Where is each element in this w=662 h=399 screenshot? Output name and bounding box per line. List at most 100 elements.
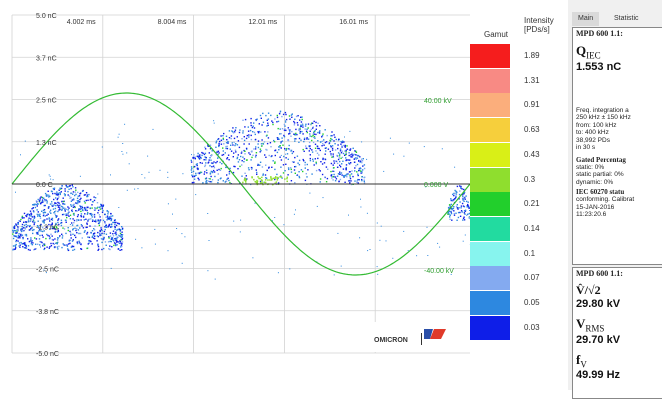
pd-point (295, 138, 296, 139)
pd-point (280, 111, 281, 112)
pd-point (455, 191, 456, 192)
pd-point (340, 144, 341, 145)
pd-point (284, 130, 285, 131)
pd-point (215, 162, 216, 163)
pd-point (199, 173, 200, 174)
pd-point (16, 232, 17, 233)
pd-point (72, 234, 73, 235)
legend-swatch (470, 291, 510, 315)
legend-swatch (470, 192, 510, 216)
pd-point (256, 119, 257, 120)
pd-point (205, 153, 206, 154)
pd-point (100, 234, 101, 235)
pd-point (355, 154, 356, 155)
pd-point (243, 143, 244, 144)
pd-point (265, 174, 266, 175)
pd-point (456, 206, 457, 207)
pd-point (44, 248, 45, 249)
pd-point (55, 214, 56, 215)
pd-point (18, 233, 19, 234)
pd-point (221, 140, 222, 141)
pd-point (29, 250, 30, 251)
pd-point (377, 266, 378, 267)
pd-point (104, 231, 105, 232)
info-line: static partial: 0% (573, 171, 662, 179)
pd-point (332, 176, 333, 177)
pd-point (306, 176, 307, 177)
pd-point (14, 226, 15, 227)
pd-point (77, 243, 78, 244)
pd-point (115, 234, 116, 235)
pd-point (277, 177, 279, 179)
pd-point (329, 140, 330, 141)
pd-point (81, 213, 82, 214)
pd-point (197, 168, 198, 169)
pd-point (295, 134, 296, 135)
pd-point (403, 231, 404, 232)
pd-point (71, 201, 72, 202)
pd-point (291, 180, 292, 181)
pd-point (75, 187, 76, 188)
pd-point (57, 231, 58, 232)
pd-point (78, 208, 79, 209)
pd-point (354, 159, 355, 160)
pd-point (268, 137, 269, 138)
pd-point (53, 199, 54, 200)
pd-point (330, 135, 331, 136)
pd-point (337, 163, 338, 164)
pd-point (237, 136, 238, 137)
v-peak-label: V̂/√2 (573, 283, 662, 298)
legend-entry: 0.21 (470, 192, 565, 216)
pd-point (450, 211, 451, 212)
pd-point (255, 148, 256, 149)
pd-point (311, 140, 312, 141)
pd-point (333, 153, 334, 154)
pd-point (331, 177, 332, 178)
pd-point (20, 235, 21, 236)
pd-point (364, 168, 365, 169)
pd-point (337, 176, 338, 177)
tab-main[interactable]: Main (572, 12, 599, 26)
tab-statistic[interactable]: Statistic (608, 12, 645, 26)
pd-point (26, 221, 27, 222)
pd-point (301, 116, 302, 117)
pd-point (191, 175, 192, 176)
pd-point (61, 191, 62, 192)
pd-point (351, 173, 352, 174)
pd-point (25, 245, 26, 246)
pd-point (97, 212, 98, 213)
pd-point (327, 178, 328, 179)
pd-point (75, 202, 76, 203)
pd-point (73, 207, 74, 208)
pd-point (233, 132, 234, 133)
pd-point (314, 121, 315, 122)
pd-point (289, 115, 290, 116)
pd-point (299, 177, 300, 178)
pd-point (317, 153, 318, 154)
pd-point (313, 137, 314, 138)
pd-point (97, 232, 98, 233)
pd-point (80, 233, 81, 234)
pd-point (305, 145, 306, 146)
pd-point (294, 157, 295, 158)
pd-point (261, 139, 262, 140)
pd-point (87, 232, 88, 233)
pd-point (28, 218, 29, 219)
pd-point (347, 149, 348, 150)
pd-point (87, 194, 88, 195)
pd-point (109, 219, 110, 220)
pd-point (56, 217, 57, 218)
pd-point (105, 214, 106, 215)
pd-point (13, 245, 14, 246)
pd-point (310, 135, 311, 136)
pd-point (246, 138, 247, 139)
pd-point (57, 246, 58, 247)
pd-point (309, 142, 310, 143)
pd-point (72, 218, 73, 219)
pd-point (346, 145, 347, 146)
pd-point (52, 235, 53, 236)
pd-point (297, 163, 298, 164)
pd-point (84, 207, 85, 208)
pd-point (367, 213, 368, 214)
pd-point (210, 181, 211, 182)
